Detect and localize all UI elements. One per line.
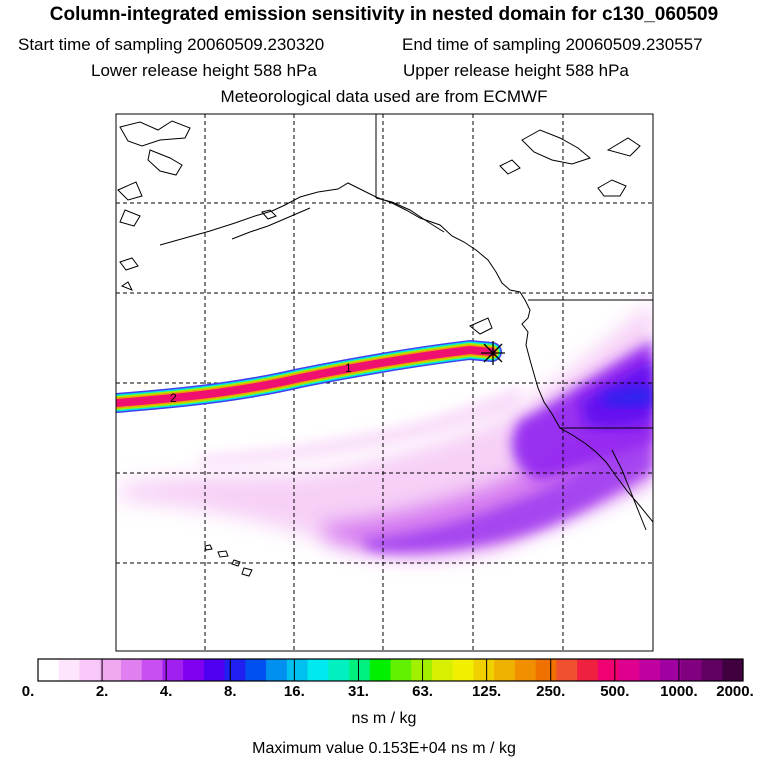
- colorbar-label: 8.: [224, 683, 237, 700]
- colorbar-label: 500.: [600, 683, 630, 700]
- upper-height-label: Upper release height 588 hPa: [403, 61, 629, 80]
- colorbar-swatch: [369, 659, 392, 681]
- colorbar-label: 125.: [472, 683, 502, 700]
- colorbar-swatch: [494, 659, 516, 681]
- colorbar-swatch: [701, 659, 723, 681]
- colorbar-units: ns m / kg: [351, 710, 417, 727]
- map-frame: [115, 113, 654, 652]
- colorbar-swatch: [79, 659, 101, 681]
- colorbar-swatch: [245, 659, 267, 681]
- coastlines: [117, 120, 653, 577]
- colorbar-label: 250.: [536, 683, 566, 700]
- colorbar-swatch: [100, 659, 122, 681]
- sensitivity-plume: [120, 300, 653, 561]
- colorbar-label: 16.: [283, 683, 305, 700]
- colorbar-swatch: [203, 659, 226, 681]
- colorbar-swatch: [473, 659, 495, 681]
- colorbar-swatch: [286, 659, 309, 681]
- colorbar-label: 1000.: [660, 683, 698, 700]
- colorbar-swatch: [452, 659, 475, 681]
- colorbar-label: 2.: [95, 683, 109, 700]
- colorbar-swatch: [597, 659, 620, 681]
- colorbar: [37, 659, 744, 681]
- start-time-label: Start time of sampling 20060509.230320: [18, 35, 325, 54]
- trajectory-band: [116, 339, 502, 413]
- met-data-label: Meteorological data used are from ECMWF: [220, 87, 548, 106]
- colorbar-swatch: [535, 659, 557, 681]
- colorbar-label: 0.: [21, 683, 35, 700]
- colorbar-swatch: [266, 659, 288, 681]
- maximum-value-label: Maximum value 0.153E+04 ns m / kg: [252, 740, 516, 757]
- colorbar-swatch: [390, 659, 412, 681]
- colorbar-swatch: [618, 659, 640, 681]
- end-time-label: End time of sampling 20060509.230557: [402, 35, 703, 54]
- colorbar-swatch: [556, 659, 578, 681]
- colorbar-swatch: [431, 659, 454, 681]
- colorbar-swatch: [307, 659, 329, 681]
- colorbar-swatch: [328, 659, 350, 681]
- colorbar-swatch: [38, 659, 60, 681]
- colorbar-swatch: [722, 659, 744, 681]
- colorbar-swatch: [411, 659, 433, 681]
- colorbar-swatch: [639, 659, 661, 681]
- colorbar-frame: [37, 658, 744, 682]
- colorbar-swatch: [141, 659, 164, 681]
- asterisk-icon: [481, 341, 505, 365]
- colorbar-label: 31.: [348, 683, 369, 700]
- lat-lon-grid: [116, 114, 653, 651]
- colorbar-swatch: [58, 659, 81, 681]
- trajectory-marker-1: 1: [345, 361, 352, 375]
- colorbar-swatch: [224, 659, 246, 681]
- colorbar-swatch: [577, 659, 599, 681]
- colorbar-label: 2000.: [716, 683, 754, 700]
- colorbar-swatch: [680, 659, 703, 681]
- political-borders: [375, 114, 653, 429]
- colorbar-swatch: [162, 659, 184, 681]
- colorbar-swatch: [349, 659, 371, 681]
- colorbar-swatch: [120, 659, 143, 681]
- colorbar-swatch: [660, 659, 682, 681]
- colorbar-swatch: [514, 659, 537, 681]
- colorbar-label: 4.: [159, 683, 173, 700]
- colorbar-label: 63.: [412, 683, 433, 700]
- lower-height-label: Lower release height 588 hPa: [91, 61, 317, 80]
- map-title: Column-integrated emission sensitivity i…: [49, 4, 719, 25]
- colorbar-swatch: [183, 659, 205, 681]
- trajectory-marker-2: 2: [170, 391, 177, 405]
